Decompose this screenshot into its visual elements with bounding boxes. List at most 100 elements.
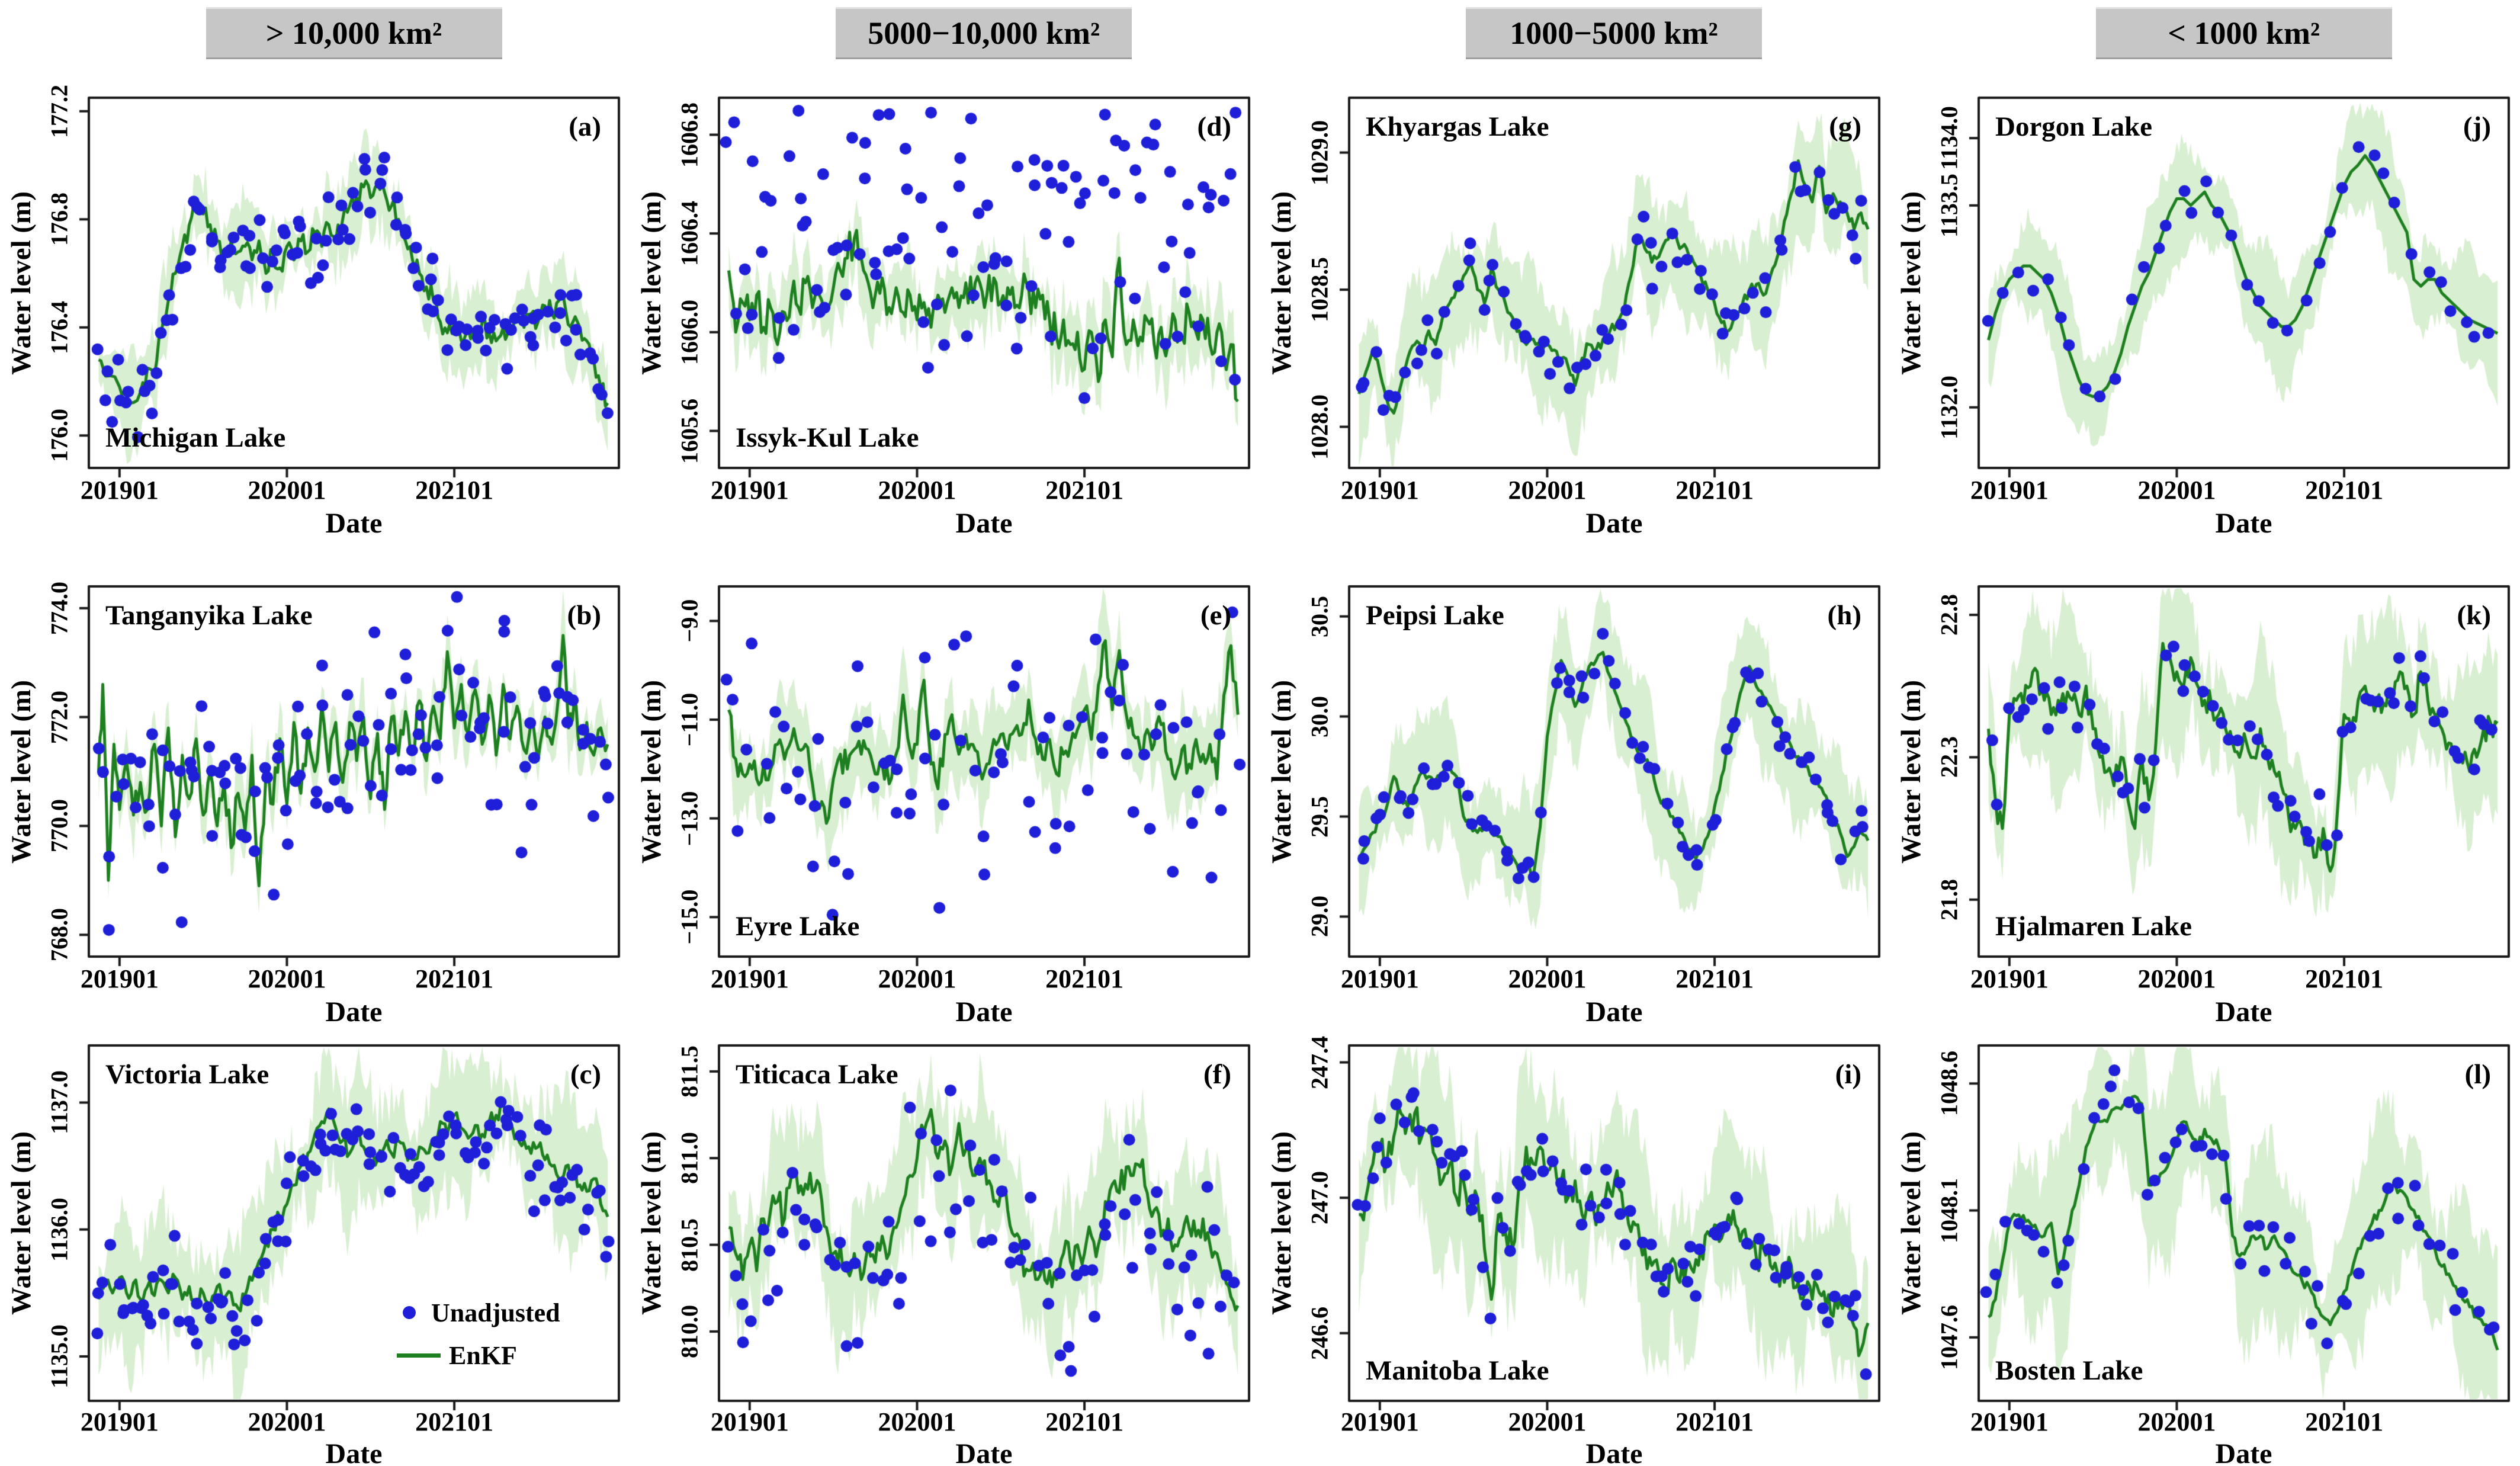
x-tick-label-f-0: 201901 bbox=[710, 1407, 789, 1436]
y-tick-label-d-3: 1606.8 bbox=[676, 102, 703, 168]
x-tick-label-i-2: 202101 bbox=[1675, 1407, 1754, 1436]
y-tick-label-f-2: 811.0 bbox=[676, 1132, 703, 1185]
y-tick-label-a-0: 176.0 bbox=[46, 409, 73, 463]
y-tick-label-i-1: 247.0 bbox=[1306, 1171, 1333, 1225]
x-tick-label-a-1: 202001 bbox=[248, 476, 326, 505]
y-tick-label-j-1: 1133.5 bbox=[1935, 173, 1963, 238]
x-tick-label-c-0: 201901 bbox=[80, 1407, 159, 1436]
y-axis-title-c: Water level (m) bbox=[6, 1131, 37, 1315]
chart-canvas-b bbox=[0, 569, 630, 974]
lake-name-label-f: Titicaca Lake bbox=[736, 1059, 898, 1090]
y-tick-label-f-0: 810.0 bbox=[676, 1304, 703, 1358]
panel-letter-g: (g) bbox=[1829, 111, 1861, 142]
x-tick-label-g-2: 202101 bbox=[1675, 476, 1754, 505]
y-tick-label-k-2: 22.8 bbox=[1935, 594, 1963, 636]
x-tick-label-l-1: 202001 bbox=[2137, 1407, 2216, 1436]
y-tick-label-c-2: 1137.0 bbox=[46, 1070, 73, 1135]
x-tick-label-i-0: 201901 bbox=[1340, 1407, 1419, 1436]
y-tick-label-b-1: 770.0 bbox=[46, 799, 73, 853]
y-tick-label-g-0: 1028.0 bbox=[1306, 394, 1333, 460]
lake-name-label-c: Victoria Lake bbox=[105, 1059, 269, 1090]
y-tick-label-b-3: 774.0 bbox=[46, 581, 73, 635]
y-tick-label-g-1: 1028.5 bbox=[1306, 257, 1333, 323]
x-axis-title-i: Date bbox=[1585, 1438, 1643, 1466]
lake-name-label-l: Bosten Lake bbox=[1995, 1355, 2143, 1386]
x-axis-title-g: Date bbox=[1585, 508, 1643, 539]
lake-name-label-e: Eyre Lake bbox=[736, 911, 860, 942]
x-axis-title-e: Date bbox=[955, 996, 1013, 1028]
column-header-lt-1000km2: < 1000 km² bbox=[2095, 7, 2392, 59]
y-axis-title-b: Water level (m) bbox=[6, 679, 37, 864]
y-tick-label-e-0: −15.0 bbox=[676, 889, 703, 945]
panel-letter-k: (k) bbox=[2457, 600, 2491, 631]
y-tick-label-c-0: 1135.0 bbox=[46, 1324, 73, 1388]
y-tick-label-e-2: −11.0 bbox=[676, 692, 703, 747]
x-tick-label-d-0: 201901 bbox=[710, 476, 789, 505]
x-tick-label-g-0: 201901 bbox=[1340, 476, 1419, 505]
x-tick-label-f-1: 202001 bbox=[878, 1407, 956, 1436]
y-tick-label-k-1: 22.3 bbox=[1935, 736, 1963, 778]
chart-canvas-l bbox=[1890, 1028, 2520, 1419]
y-tick-label-a-1: 176.4 bbox=[46, 300, 73, 354]
x-tick-label-j-2: 202101 bbox=[2305, 476, 2384, 505]
x-tick-label-l-0: 201901 bbox=[1970, 1407, 2049, 1436]
x-tick-label-k-1: 202001 bbox=[2137, 964, 2216, 993]
y-tick-label-i-2: 247.4 bbox=[1306, 1035, 1333, 1089]
x-tick-label-e-2: 202101 bbox=[1045, 964, 1124, 993]
x-axis-title-k: Date bbox=[2215, 996, 2272, 1028]
chart-canvas-d bbox=[630, 80, 1260, 486]
y-axis-title-i: Water level (m) bbox=[1266, 1131, 1297, 1315]
chart-canvas-i bbox=[1260, 1028, 1890, 1419]
panel-letter-b: (b) bbox=[567, 600, 601, 631]
y-axis-title-l: Water level (m) bbox=[1896, 1131, 1927, 1315]
x-tick-label-f-2: 202101 bbox=[1045, 1407, 1124, 1436]
lake-name-label-d: Issyk-Kul Lake bbox=[736, 422, 919, 453]
lake-name-label-h: Peipsi Lake bbox=[1366, 600, 1504, 631]
x-tick-label-b-0: 201901 bbox=[80, 964, 159, 993]
lake-name-label-i: Manitoba Lake bbox=[1366, 1355, 1549, 1386]
y-axis-title-j: Water level (m) bbox=[1896, 191, 1927, 375]
x-axis-title-h: Date bbox=[1585, 996, 1643, 1028]
y-tick-label-f-3: 811.5 bbox=[676, 1045, 703, 1098]
y-tick-label-h-1: 29.5 bbox=[1306, 795, 1333, 838]
x-tick-label-c-2: 202101 bbox=[415, 1407, 494, 1436]
chart-canvas-g bbox=[1260, 80, 1890, 486]
y-tick-label-i-0: 246.6 bbox=[1306, 1306, 1333, 1360]
panel-letter-i: (i) bbox=[1835, 1059, 1861, 1090]
y-tick-label-f-1: 810.5 bbox=[676, 1218, 703, 1272]
x-tick-label-j-1: 202001 bbox=[2137, 476, 2216, 505]
panel-letter-f: (f) bbox=[1203, 1059, 1231, 1090]
x-tick-label-b-1: 202001 bbox=[248, 964, 326, 993]
x-axis-title-a: Date bbox=[325, 508, 383, 539]
x-tick-label-k-0: 201901 bbox=[1970, 964, 2049, 993]
y-tick-label-d-1: 1606.0 bbox=[676, 299, 703, 365]
y-axis-title-f: Water level (m) bbox=[636, 1131, 667, 1315]
y-tick-label-d-2: 1606.4 bbox=[676, 201, 703, 267]
column-header-1000-5000km2: 1000−5000 km² bbox=[1466, 7, 1762, 59]
x-tick-label-h-0: 201901 bbox=[1340, 964, 1419, 993]
y-axis-title-a: Water level (m) bbox=[6, 191, 37, 375]
panel-letter-h: (h) bbox=[1827, 600, 1861, 631]
panel-letter-a: (a) bbox=[569, 111, 601, 142]
y-axis-title-h: Water level (m) bbox=[1266, 679, 1297, 864]
y-tick-label-e-3: −9.0 bbox=[676, 599, 703, 643]
y-tick-label-e-1: −13.0 bbox=[676, 791, 703, 846]
x-tick-label-e-1: 202001 bbox=[878, 964, 956, 993]
lake-name-label-g: Khyargas Lake bbox=[1366, 111, 1549, 142]
x-tick-label-g-1: 202001 bbox=[1508, 476, 1587, 505]
y-tick-label-c-1: 1136.0 bbox=[46, 1197, 73, 1262]
column-header-gt-10000km2: > 10,000 km² bbox=[206, 7, 502, 59]
chart-canvas-a bbox=[0, 80, 630, 486]
x-tick-label-k-2: 202101 bbox=[2305, 964, 2384, 993]
y-tick-label-l-0: 1047.6 bbox=[1935, 1304, 1963, 1370]
chart-canvas-e bbox=[630, 569, 1260, 974]
lake-name-label-a: Michigan Lake bbox=[105, 422, 286, 453]
y-tick-label-b-2: 772.0 bbox=[46, 690, 73, 744]
panel-letter-e: (e) bbox=[1200, 600, 1231, 631]
panel-letter-j: (j) bbox=[2463, 111, 2491, 142]
lake-name-label-j: Dorgon Lake bbox=[1995, 111, 2153, 142]
y-tick-label-j-0: 1132.0 bbox=[1935, 375, 1963, 440]
y-axis-title-e: Water level (m) bbox=[636, 679, 667, 864]
y-tick-label-b-0: 768.0 bbox=[46, 908, 73, 962]
x-axis-title-f: Date bbox=[955, 1438, 1013, 1466]
